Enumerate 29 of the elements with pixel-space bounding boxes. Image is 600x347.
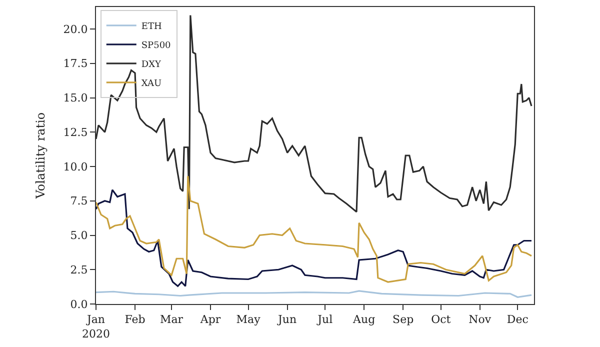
x-tick-label: Oct bbox=[431, 313, 452, 326]
x-tick-label: Apr bbox=[199, 313, 222, 326]
x-tick-label: Jul bbox=[316, 313, 334, 326]
x-tick-label: May bbox=[236, 313, 262, 326]
x-tick-label: Aug bbox=[352, 313, 376, 326]
y-tick-label: 12.5 bbox=[63, 126, 88, 139]
y-tick-label: 20.0 bbox=[63, 22, 88, 36]
legend-label: DXY bbox=[141, 60, 162, 70]
line-series bbox=[96, 290, 532, 298]
y-tick-label: 15.0 bbox=[63, 92, 88, 105]
legend-label: ETH bbox=[141, 22, 162, 32]
legend-label: SP500 bbox=[141, 40, 172, 51]
x-tick-label: Nov bbox=[468, 313, 492, 326]
legend-label: XAU bbox=[141, 78, 162, 89]
y-tick-label: 5.0 bbox=[70, 229, 88, 242]
x-tick-label: Feb bbox=[124, 313, 146, 326]
y-axis-title: Volatility ratio bbox=[34, 112, 48, 200]
line-series bbox=[96, 175, 532, 283]
x-tick-label: Dec bbox=[506, 313, 528, 326]
x-tick-label: Jan 2020 bbox=[82, 313, 110, 340]
y-tick-label: 7.5 bbox=[70, 194, 88, 208]
x-tick-label: Mar bbox=[160, 313, 184, 326]
x-tick-label: Jun bbox=[277, 313, 297, 326]
y-tick-label: 10.0 bbox=[63, 160, 88, 174]
y-tick-label: 17.5 bbox=[63, 57, 88, 70]
line-series bbox=[96, 189, 532, 287]
y-tick-label: 0.0 bbox=[70, 298, 88, 311]
y-tick-label: 2.5 bbox=[70, 263, 88, 276]
x-tick-label: Sep bbox=[392, 313, 414, 326]
